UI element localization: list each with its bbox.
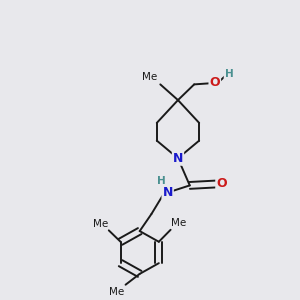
Text: H: H (157, 176, 166, 186)
Text: N: N (173, 152, 183, 165)
Text: O: O (216, 178, 227, 190)
Text: H: H (224, 69, 233, 79)
Text: Me: Me (93, 219, 108, 229)
Text: Me: Me (109, 287, 124, 297)
Text: Me: Me (142, 72, 158, 82)
Text: Me: Me (172, 218, 187, 228)
Text: N: N (163, 186, 173, 199)
Text: O: O (209, 76, 220, 89)
